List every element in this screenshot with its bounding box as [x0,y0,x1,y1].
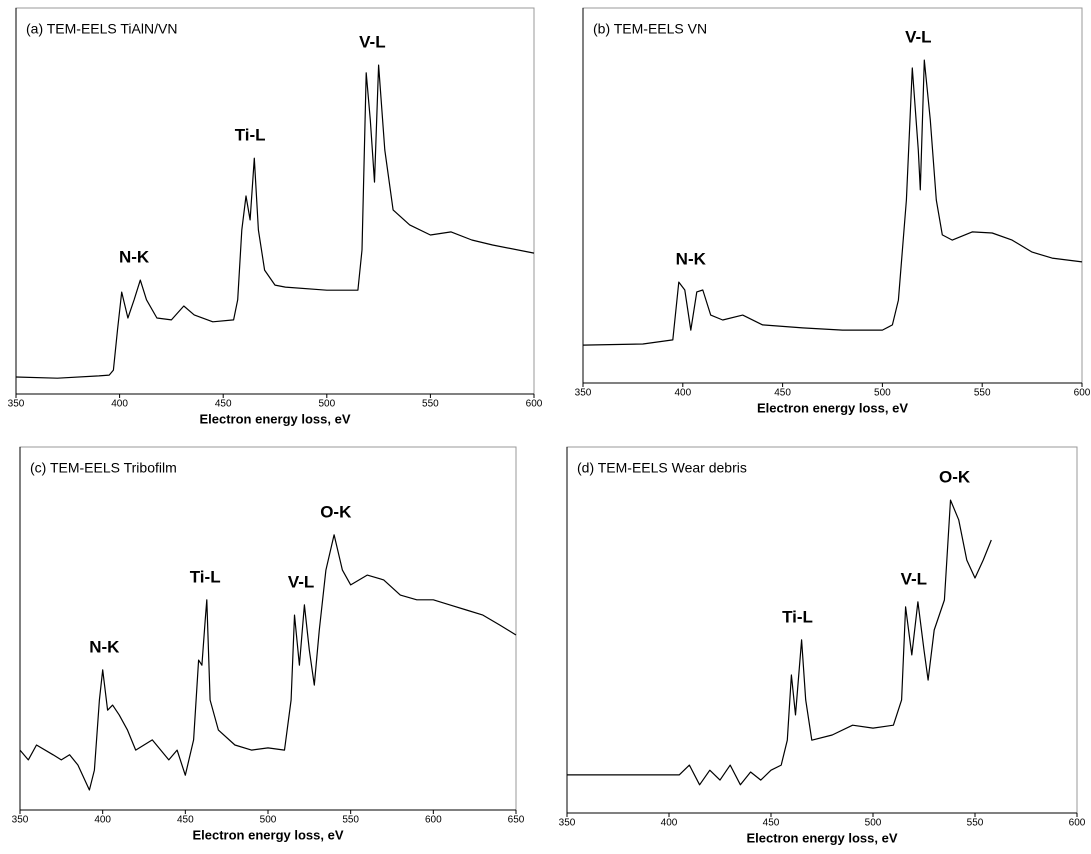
x-tick-label: 350 [12,815,29,826]
spectrum-line [567,499,992,786]
peak-label: V-L [288,572,314,591]
x-tick-label: 550 [422,399,439,410]
x-axis-label: Electron energy loss, eV [746,830,897,845]
x-axis-label: Electron energy loss, eV [757,400,908,415]
panel-title: (d) TEM-EELS Wear debris [577,460,747,476]
plot-frame [582,7,1083,384]
panel-title: (c) TEM-EELS Tribofilm [30,460,177,476]
x-tick-label: 550 [967,818,984,829]
x-axis-label: Electron energy loss, eV [192,827,343,842]
x-tick-label: 400 [674,388,691,399]
panel: 350 400 450 500 550 600 Electron energy loss, … [559,446,1086,845]
peak-label: V-L [905,28,931,47]
peak-label: V-L [901,569,927,588]
x-tick-label: 400 [661,818,678,829]
panel: 350 400 450 500 550 600 Electron energy loss, … [575,7,1091,415]
peak-label: V-L [359,33,385,52]
plot-frame [15,7,535,395]
spectrum-line [19,534,517,791]
plot-frame [19,446,517,811]
x-tick-label: 350 [559,818,576,829]
peak-label: Ti-L [782,607,813,626]
x-tick-label: 450 [774,388,791,399]
peak-label: O-K [939,468,971,487]
x-tick-label: 550 [342,815,359,826]
peak-label: N-K [676,250,707,269]
x-axis-label: Electron energy loss, eV [199,411,350,426]
x-tick-label: 350 [8,399,25,410]
spectrum-line [15,64,535,379]
x-tick-label: 450 [177,815,194,826]
peak-label: O-K [320,502,352,521]
x-tick-label: 500 [874,388,891,399]
x-tick-label: 500 [318,399,335,410]
spectrum-line [582,59,1083,346]
x-tick-label: 600 [1069,818,1086,829]
peak-label: Ti-L [235,126,266,145]
x-tick-label: 500 [865,818,882,829]
panel-title: (a) TEM-EELS TiAlN/VN [26,21,177,37]
peak-label: N-K [119,248,150,267]
x-tick-label: 400 [94,815,111,826]
x-tick-label: 450 [763,818,780,829]
x-tick-label: 350 [575,388,592,399]
x-tick-label: 400 [111,399,128,410]
peak-label: N-K [89,637,120,656]
x-tick-label: 650 [508,815,525,826]
panel-title: (b) TEM-EELS VN [593,21,707,37]
panel: 350 400 450 500 550 600 650 Electron energy los… [12,446,525,842]
peak-label: Ti-L [190,567,221,586]
x-tick-label: 600 [1074,388,1091,399]
x-tick-label: 600 [425,815,442,826]
plot-frame [566,446,1078,814]
x-tick-label: 500 [260,815,277,826]
x-tick-label: 600 [526,399,543,410]
x-tick-label: 550 [974,388,991,399]
x-tick-label: 450 [215,399,232,410]
panel: 350 400 450 500 550 600 Electron energy loss, … [8,7,543,426]
